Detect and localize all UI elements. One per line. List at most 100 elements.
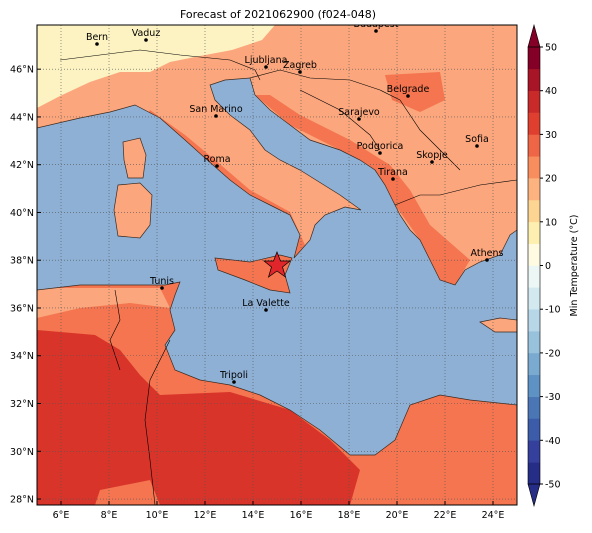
city-label: Tripoli: [219, 370, 248, 381]
x-tick-label: 18°E: [338, 510, 361, 521]
colorbar-extend: [527, 483, 541, 508]
city-label: Tirana: [377, 167, 408, 178]
colorbar-band: [528, 440, 540, 463]
cool-zone: [37, 25, 275, 108]
border: [59, 49, 261, 81]
city-label: Skopje: [416, 150, 448, 161]
city-label: Podgorica: [357, 141, 404, 152]
x-tick-label: 10°E: [146, 510, 169, 521]
city-label: Tunis: [149, 276, 174, 287]
colorbar-tick-label: -40: [545, 436, 561, 447]
colorbar-tick-label: 30: [545, 130, 557, 141]
colorbar-band: [528, 134, 540, 157]
x-tick-label: 22°E: [434, 510, 457, 521]
colorbar-band: [528, 156, 540, 179]
city-label: Belgrade: [387, 84, 430, 95]
colorbar-band: [528, 352, 540, 376]
city-marker: [406, 94, 410, 98]
city-label: Sarajevo: [338, 107, 380, 118]
city-marker: [374, 29, 378, 33]
border: [299, 89, 381, 151]
city-label: La Valette: [242, 298, 290, 309]
y-tick-label: 30°N: [10, 447, 34, 458]
colorbar: -50 -40 -30 -20 -10 0 10 20 30 40 50 Min Temperatur…: [527, 23, 580, 508]
warm-zone: [255, 95, 470, 285]
city-marker: [214, 114, 218, 118]
city-marker: [475, 144, 479, 148]
border: [249, 69, 401, 101]
colorbar-tick-label: 10: [545, 217, 557, 228]
warm-zone: [385, 72, 445, 112]
colorbar-band: [528, 199, 540, 223]
colorbar-band: [528, 374, 540, 397]
y-tick-label: 46°N: [10, 65, 34, 76]
city-label: Athens: [471, 248, 504, 259]
colorbar-tick-label: 0: [545, 261, 551, 272]
city-marker: [378, 151, 382, 155]
colorbar-band: [528, 287, 540, 310]
colorbar-band: [528, 112, 540, 135]
x-tick-label: 14°E: [242, 510, 265, 521]
y-tick-label: 32°N: [10, 399, 34, 410]
city-marker: [215, 164, 219, 168]
x-tick-label: 8°E: [101, 510, 118, 521]
city-label: Zagreb: [283, 60, 317, 71]
city-marker: [95, 42, 99, 46]
title: Forecast of 2021062900 (f024-048): [180, 8, 376, 21]
mild-zone: [37, 288, 170, 318]
colorbar-band: [528, 462, 540, 485]
city-marker: [357, 117, 361, 121]
city-label: Sofia: [465, 134, 489, 145]
x-tick-label: 12°E: [194, 510, 217, 521]
colorbar-band: [528, 68, 540, 91]
border: [399, 99, 461, 171]
colorbar-band: [528, 90, 540, 113]
city-marker: [232, 380, 236, 384]
colorbar-band: [528, 265, 540, 288]
colorbar-band: [528, 178, 540, 201]
city-marker: [391, 177, 395, 181]
axes: 6°E 8°E 10°E 12°E 14°E 16°E 18°E 20°E 22°E 24°E 28…: [10, 65, 504, 521]
x-tick-label: 6°E: [53, 510, 70, 521]
map-frame: [36, 24, 518, 506]
colorbar-tick-label: -10: [545, 305, 561, 316]
x-tick-label: 16°E: [290, 510, 313, 521]
colorbar-band: [528, 47, 540, 70]
colorbar-extend: [527, 23, 541, 48]
graticule: [37, 25, 517, 505]
corsica: [122, 137, 147, 179]
hot-zone: [37, 330, 360, 505]
y-tick-label: 36°N: [10, 303, 34, 314]
city-marker: [144, 38, 148, 42]
colorbar-tick-label: 40: [545, 86, 557, 97]
city-marker: [485, 258, 489, 262]
city-marker: [430, 160, 434, 164]
colorbar-band: [528, 418, 540, 441]
city-label: Bern: [86, 32, 108, 43]
colorbar-band: [528, 243, 540, 266]
y-tick-label: 34°N: [10, 351, 34, 362]
colorbar-label: Min Temperature (°C): [569, 215, 580, 317]
city-label: Vaduz: [132, 28, 161, 39]
city-marker: [160, 286, 164, 290]
colorbar-band: [528, 331, 540, 354]
city-label: Roma: [203, 154, 230, 165]
border: [394, 179, 517, 206]
colorbar-band: [528, 309, 540, 332]
y-tick-label: 44°N: [10, 112, 34, 123]
city-marker: [264, 308, 268, 312]
x-tick-label: 24°E: [482, 510, 505, 521]
colorbar-tick-label: 20: [545, 174, 557, 185]
colorbar-band: [528, 396, 540, 419]
y-tick-label: 40°N: [10, 208, 34, 219]
city-label: San Marino: [189, 104, 242, 115]
colorbar-tick-label: 50: [545, 43, 557, 54]
city-label: Budapest: [354, 19, 399, 30]
colorbar-tick-label: -20: [545, 348, 561, 359]
colorbar-tick-label: -50: [545, 480, 561, 491]
city-marker: [264, 65, 268, 69]
